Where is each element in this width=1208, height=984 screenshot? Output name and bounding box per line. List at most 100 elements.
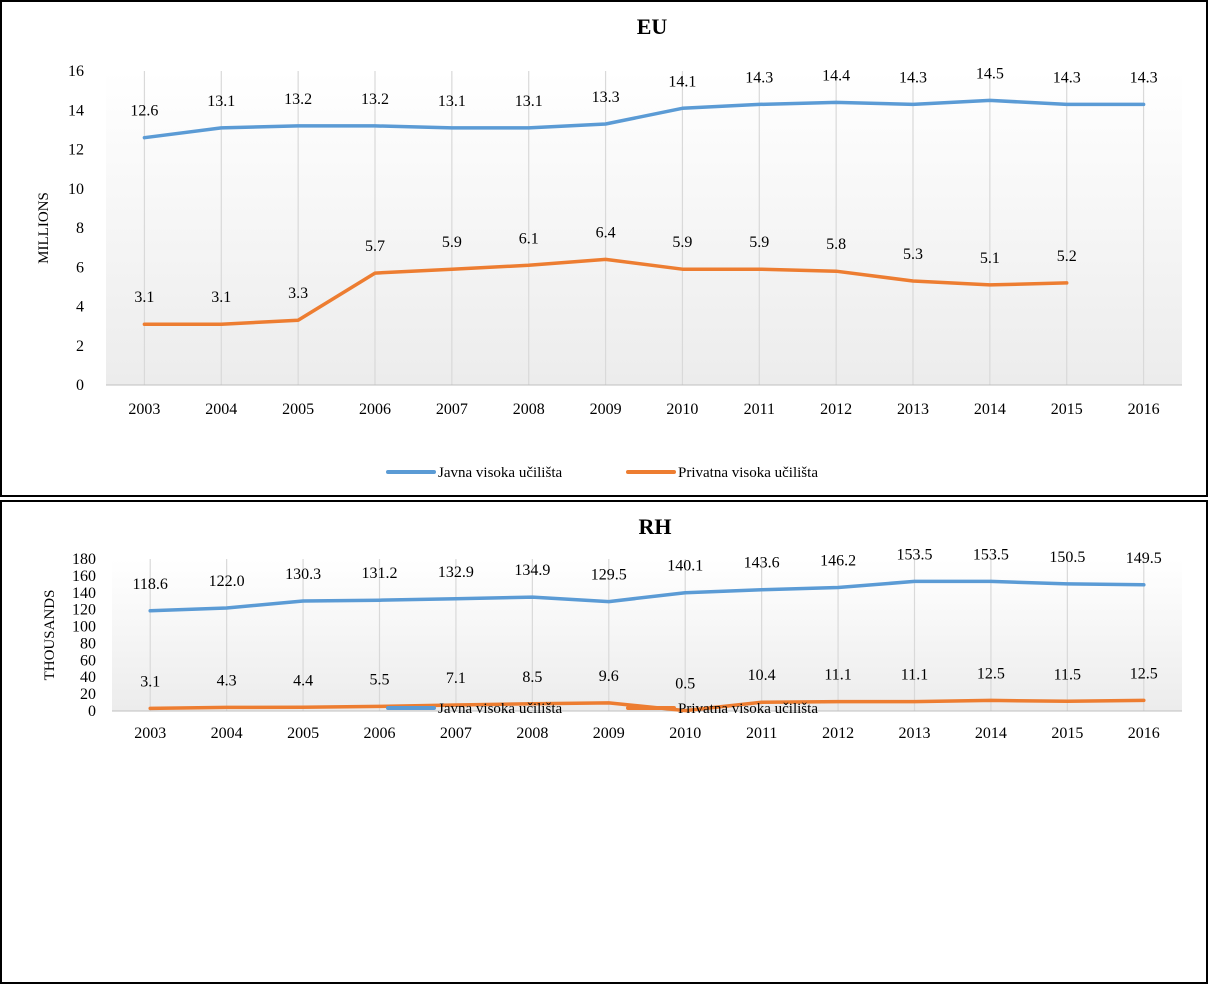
data-label: 13.1	[207, 93, 235, 110]
data-label: 11.5	[1054, 666, 1081, 683]
series-line-javna	[148, 579, 1146, 613]
data-label: 14.3	[1053, 69, 1081, 86]
data-label: 140.1	[667, 558, 703, 575]
data-label: 153.5	[973, 546, 1009, 563]
legend-entry: Javna visoka učilišta	[438, 465, 562, 481]
x-tick-label: 2015	[1051, 725, 1083, 742]
data-label: 14.4	[822, 67, 850, 84]
x-tick-label: 2016	[1128, 401, 1160, 418]
x-tick-label: 2007	[436, 401, 468, 418]
x-tick-label: 2004	[211, 725, 243, 742]
data-label: 13.3	[592, 89, 620, 106]
data-label: 12.5	[1130, 665, 1158, 682]
x-tick-label: 2006	[359, 401, 391, 418]
data-label: 14.5	[976, 65, 1004, 82]
x-tick-label: 2015	[1051, 401, 1083, 418]
data-label: 5.5	[370, 671, 390, 688]
x-tick-label: 2008	[516, 725, 548, 742]
x-tick-label: 2010	[669, 725, 701, 742]
x-tick-label: 2007	[440, 725, 472, 742]
y-tick-label: 0	[88, 703, 96, 720]
y-tick-label: 0	[76, 377, 84, 394]
data-label: 14.3	[1130, 69, 1158, 86]
data-label: 6.4	[596, 224, 616, 241]
data-label: 5.9	[749, 234, 769, 251]
x-tick-label: 2009	[590, 401, 622, 418]
data-label: 143.6	[744, 555, 780, 572]
data-label: 3.1	[211, 289, 231, 306]
data-label: 153.5	[897, 546, 933, 563]
data-label: 130.3	[285, 566, 321, 583]
series-line-javna	[142, 98, 1146, 140]
data-label: 11.1	[901, 667, 928, 684]
x-tick-label: 2004	[205, 401, 237, 418]
data-label: 13.2	[284, 91, 312, 108]
data-label: 5.2	[1057, 248, 1077, 265]
legend-entry: Privatna visoka učilišta	[678, 701, 818, 717]
data-label: 131.2	[362, 565, 398, 582]
data-label: 150.5	[1049, 549, 1085, 566]
x-tick-label: 2012	[820, 401, 852, 418]
x-tick-label: 2013	[899, 725, 931, 742]
data-label: 12.5	[977, 665, 1005, 682]
data-label: 5.7	[365, 238, 385, 255]
data-label: 118.6	[133, 576, 168, 593]
data-label: 9.6	[599, 668, 619, 685]
x-tick-label: 2008	[513, 401, 545, 418]
data-label: 3.1	[134, 289, 154, 306]
data-label: 11.1	[824, 667, 851, 684]
chart-eu: EU MILLIONS 0 2 4 6 8 10 12 14 16 2003 2004 2005 2006 2…	[36, 14, 1182, 481]
y-tick-label: 60	[80, 652, 96, 669]
y-tick-label: 2	[76, 338, 84, 355]
y-tick-label: 120	[72, 602, 96, 619]
data-label: 5.8	[826, 236, 846, 253]
x-tick-label: 2009	[593, 725, 625, 742]
y-tick-label: 100	[72, 619, 96, 636]
x-tick-label: 2003	[128, 401, 160, 418]
data-label: 6.1	[519, 230, 539, 247]
chart-panel-rh: RH THOUSANDS 0 20 40 60 80 100 120 140 160 180 2003 2…	[0, 500, 1208, 984]
x-tick-label: 2010	[666, 401, 698, 418]
x-tick-label: 2011	[744, 401, 775, 418]
data-label: 5.3	[903, 246, 923, 263]
x-tick-label: 2011	[746, 725, 777, 742]
data-label: 13.1	[515, 93, 543, 110]
legend-entry: Javna visoka učilišta	[438, 701, 562, 717]
plot-area	[106, 71, 1182, 385]
data-label: 5.1	[980, 250, 1000, 267]
data-label: 129.5	[591, 567, 627, 584]
y-tick-label: 6	[76, 259, 84, 276]
data-label: 13.1	[438, 93, 466, 110]
data-label: 13.2	[361, 91, 389, 108]
x-tick-label: 2013	[897, 401, 929, 418]
y-tick-label: 8	[76, 220, 84, 237]
data-label: 132.9	[438, 564, 474, 581]
legend-entry: Privatna visoka učilišta	[678, 465, 818, 481]
chart-title: EU	[637, 14, 668, 39]
data-label: 5.9	[672, 234, 692, 251]
data-label: 4.3	[217, 672, 237, 689]
y-tick-label: 40	[80, 669, 96, 686]
data-label: 3.1	[140, 673, 160, 690]
y-tick-label: 4	[76, 299, 84, 316]
data-label: 8.5	[522, 669, 542, 686]
y-tick-label: 16	[68, 63, 84, 80]
data-label: 0.5	[675, 676, 695, 693]
x-tick-label: 2003	[134, 725, 166, 742]
x-tick-label: 2012	[822, 725, 854, 742]
data-label: 122.0	[209, 573, 245, 590]
y-tick-label: 20	[80, 686, 96, 703]
data-label: 4.4	[293, 672, 313, 689]
data-label: 149.5	[1126, 550, 1162, 567]
y-axis-label: MILLIONS	[36, 192, 52, 264]
y-axis-label: THOUSANDS	[42, 590, 58, 681]
data-label: 134.9	[514, 562, 550, 579]
x-tick-label: 2006	[364, 725, 396, 742]
data-label: 12.6	[130, 103, 158, 120]
data-label: 14.3	[745, 69, 773, 86]
y-tick-label: 140	[72, 585, 96, 602]
data-label: 3.3	[288, 285, 308, 302]
x-tick-label: 2005	[282, 401, 314, 418]
x-tick-label: 2016	[1128, 725, 1160, 742]
